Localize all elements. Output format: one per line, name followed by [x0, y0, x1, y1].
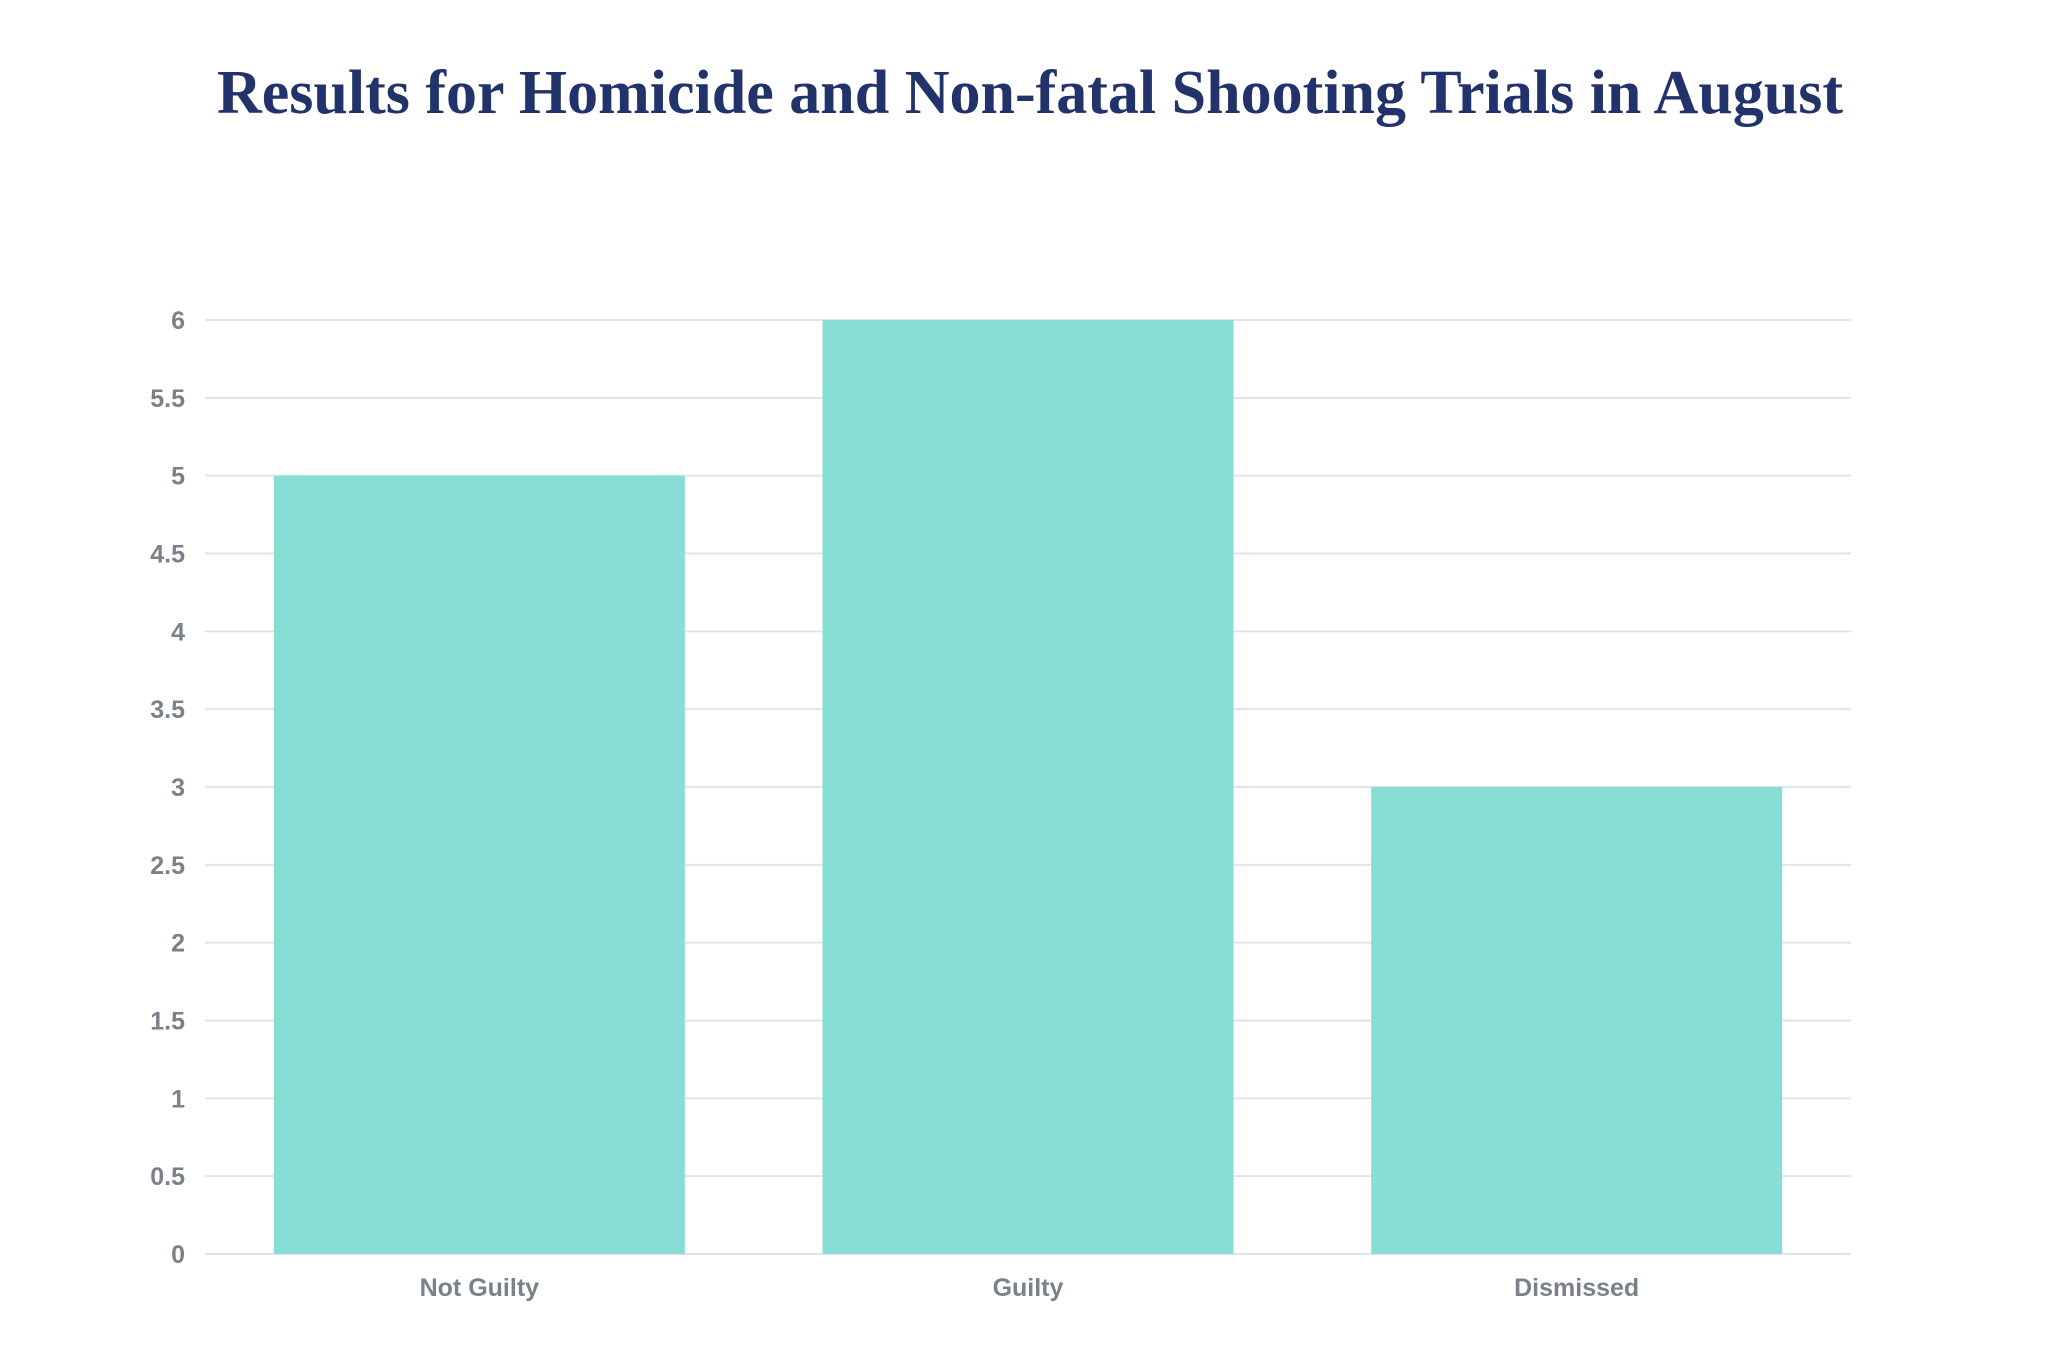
y-tick-label: 5 [171, 463, 185, 491]
bar-guilty [822, 320, 1234, 1254]
x-tick-label: Dismissed [1514, 1274, 1639, 1302]
y-tick-label: 4.5 [150, 541, 185, 569]
y-tick-label: 0.5 [150, 1163, 185, 1191]
y-tick-label: 2 [171, 930, 185, 958]
y-tick-label: 1.5 [150, 1008, 185, 1036]
y-tick-label: 1 [171, 1085, 185, 1113]
y-tick-label: 6 [171, 307, 185, 335]
y-tick-label: 0 [171, 1241, 185, 1269]
x-tick-label: Not Guilty [420, 1274, 540, 1302]
bar-dismissed [1371, 787, 1783, 1254]
x-tick-label: Guilty [993, 1274, 1064, 1302]
y-tick-label: 5.5 [150, 385, 185, 413]
y-tick-label: 4 [171, 618, 185, 646]
y-tick-label: 3 [171, 774, 185, 802]
y-tick-label: 3.5 [150, 696, 185, 724]
y-tick-label: 2.5 [150, 852, 185, 880]
bar-not-guilty [273, 475, 685, 1255]
chart-title: Results for Homicide and Non-fatal Shoot… [216, 59, 1844, 127]
